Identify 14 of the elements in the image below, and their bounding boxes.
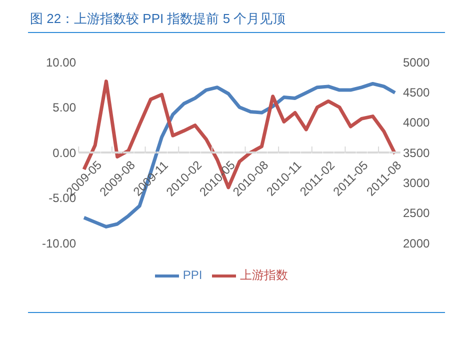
y2-tick-label: 5000 [403,55,430,70]
y2-tick-label: 2000 [403,236,430,250]
y2-tick-label: 2500 [403,206,430,220]
y2-tick-label: 4000 [403,116,430,130]
y-tick-label: 0.00 [52,146,76,160]
y2-tick-label: 4500 [403,85,430,100]
y2-tick-label: 3500 [403,146,430,160]
y2-tick-label: 3000 [403,176,430,190]
y-tick-label: 10.00 [46,55,76,70]
legend-label: 上游指数 [240,268,288,282]
y-tick-label: 5.00 [52,100,76,115]
legend-label: PPI [182,268,202,282]
chart-title: 图 22：上游指数较 PPI 指数提前 5 个月见顶 [30,10,286,28]
y-tick-label: -10.00 [42,236,76,250]
